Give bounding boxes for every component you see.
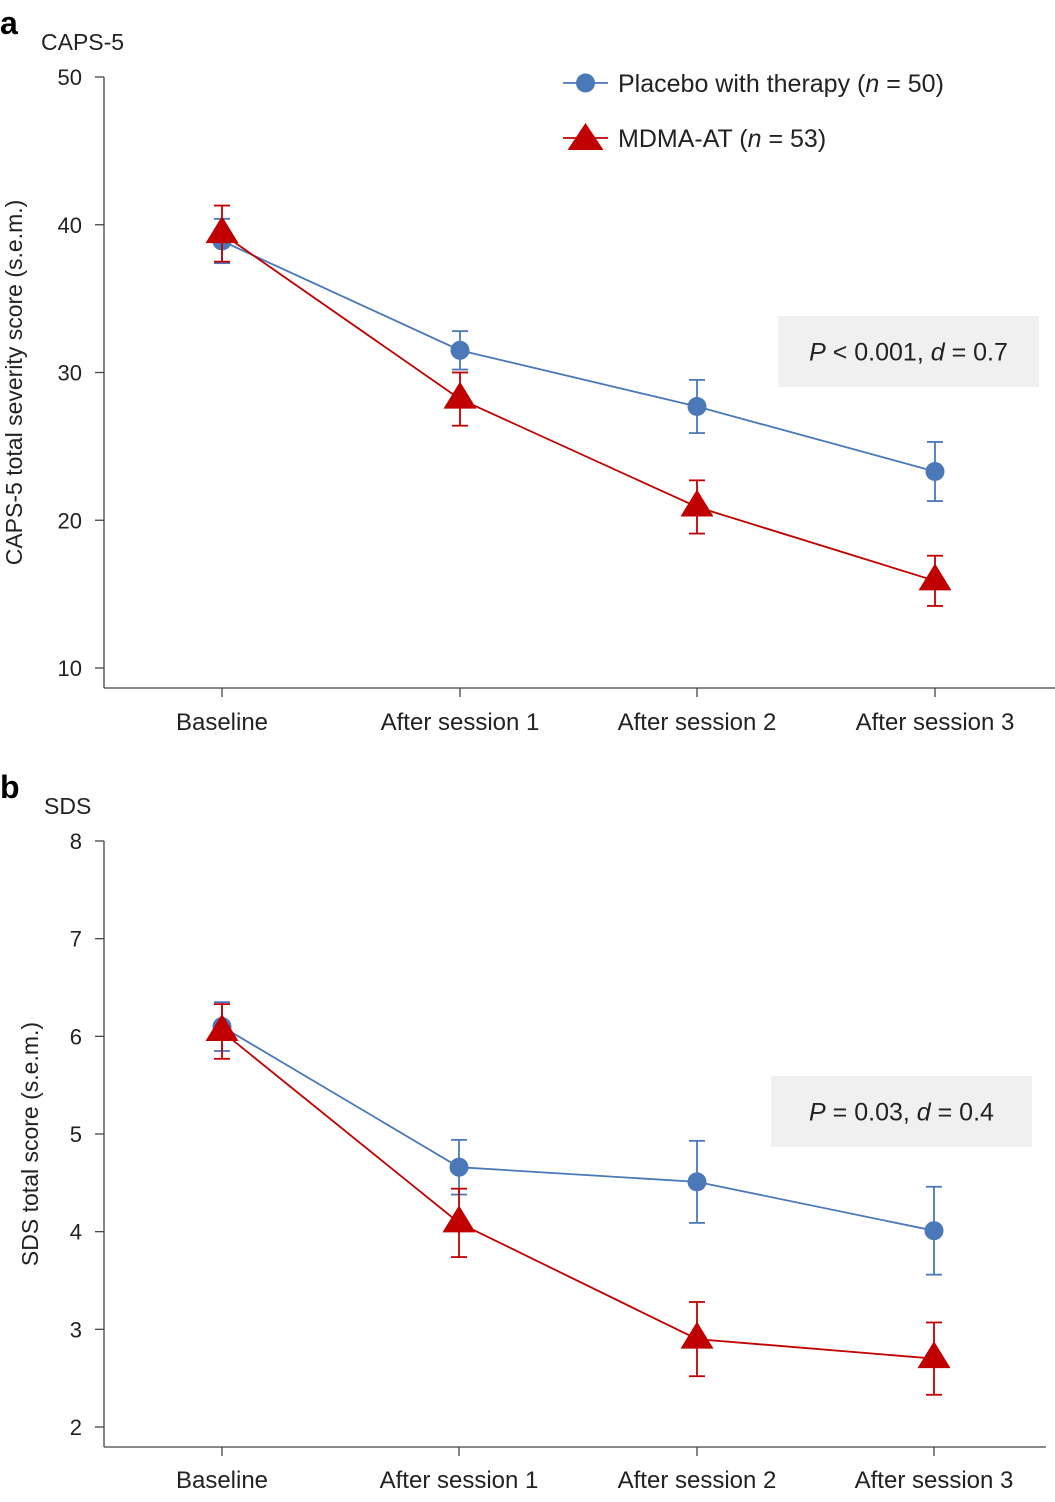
data-point-triangle — [917, 1341, 951, 1369]
y-tick-label: 5 — [70, 1122, 82, 1147]
x-tick-label: After session 3 — [855, 1467, 1014, 1494]
data-point-circle — [449, 1157, 469, 1177]
x-tick-label: After session 3 — [856, 709, 1015, 736]
x-tick-label: Baseline — [176, 709, 268, 736]
legend-entry-0-part-0: Placebo with therapy ( — [618, 70, 866, 98]
x-tick-label: After session 1 — [381, 709, 540, 736]
legend-entry-0-part-2: = 50) — [879, 70, 944, 98]
stats-annotation-box — [771, 1076, 1032, 1147]
x-tick-label: After session 1 — [380, 1467, 539, 1494]
data-point-triangle — [443, 381, 477, 409]
stats-annotation-part-3: = 0.4 — [931, 1099, 994, 1127]
legend-entry-1-part-2: = 53) — [762, 125, 827, 153]
legend-entry-1: MDMA-AT (n = 53) — [618, 125, 826, 153]
panel-b: b SDS 2 3 4 5 6 7 8 Baseline After session 1 After … — [0, 769, 1046, 1494]
chart-title: CAPS-5 — [41, 29, 124, 55]
y-tick-label: 8 — [70, 829, 82, 854]
data-point-triangle — [205, 216, 239, 244]
panel-label-a: a — [0, 5, 18, 41]
data-point-triangle — [442, 1205, 476, 1233]
data-point-triangle — [918, 563, 952, 591]
stats-annotation-part-3: = 0.7 — [945, 339, 1008, 367]
legend-marker-circle — [576, 73, 595, 93]
x-tick-label: After session 2 — [618, 709, 777, 736]
legend-entry-0-part-1: n — [865, 70, 879, 98]
legend: Placebo with therapy (n = 50)MDMA-AT (n … — [563, 70, 944, 153]
panel-a: a CAPS-5 10 20 30 40 50 Baseline After session 1… — [0, 5, 1055, 736]
y-tick-label: 2 — [70, 1415, 82, 1440]
stats-annotation-part-2: d — [917, 1099, 932, 1127]
y-tick-label: 6 — [70, 1024, 82, 1049]
chart-title: SDS — [44, 793, 91, 819]
y-axis-label: CAPS-5 total severity score (s.e.m.) — [1, 200, 27, 566]
panel-label-b: b — [0, 769, 20, 805]
stats-annotation-part-0: P — [809, 1099, 826, 1127]
stats-annotation-part-1: < 0.001, — [826, 339, 931, 367]
stats-annotation: P < 0.001, d = 0.7 — [809, 339, 1008, 367]
y-tick-label: 4 — [70, 1220, 82, 1245]
y-tick-label: 50 — [58, 65, 82, 90]
legend-entry-0: Placebo with therapy (n = 50) — [618, 70, 944, 98]
series-line-0 — [221, 1025, 935, 1232]
x-tick-label: After session 2 — [618, 1467, 777, 1494]
stats-annotation-box — [778, 316, 1039, 387]
y-tick-label: 10 — [58, 656, 82, 681]
x-tick-label: Baseline — [176, 1467, 268, 1494]
legend-entry-1-part-0: MDMA-AT ( — [618, 125, 748, 153]
series-line-1 — [221, 1030, 935, 1360]
y-tick-label: 30 — [58, 361, 82, 386]
data-point-circle — [924, 1221, 944, 1241]
stats-annotation: P = 0.03, d = 0.4 — [809, 1099, 994, 1127]
data-point-triangle — [680, 489, 714, 517]
data-point-circle — [687, 396, 707, 416]
stats-annotation-part-1: = 0.03, — [826, 1099, 917, 1127]
legend-marker-triangle — [567, 123, 604, 150]
y-tick-label: 7 — [70, 927, 82, 952]
series-line-0 — [221, 240, 936, 473]
stats-annotation-part-2: d — [931, 339, 946, 367]
y-tick-label: 20 — [58, 508, 82, 533]
y-axis-label: SDS total score (s.e.m.) — [17, 1022, 43, 1266]
data-point-circle — [450, 340, 470, 360]
data-point-triangle — [205, 1013, 239, 1041]
data-point-triangle — [680, 1321, 714, 1349]
data-point-circle — [687, 1172, 707, 1192]
stats-annotation-part-0: P — [809, 339, 826, 367]
y-tick-label: 40 — [58, 213, 82, 238]
legend-entry-1-part-1: n — [748, 125, 762, 153]
series-line-1 — [221, 232, 936, 582]
data-point-circle — [925, 461, 945, 481]
y-tick-label: 3 — [70, 1317, 82, 1342]
